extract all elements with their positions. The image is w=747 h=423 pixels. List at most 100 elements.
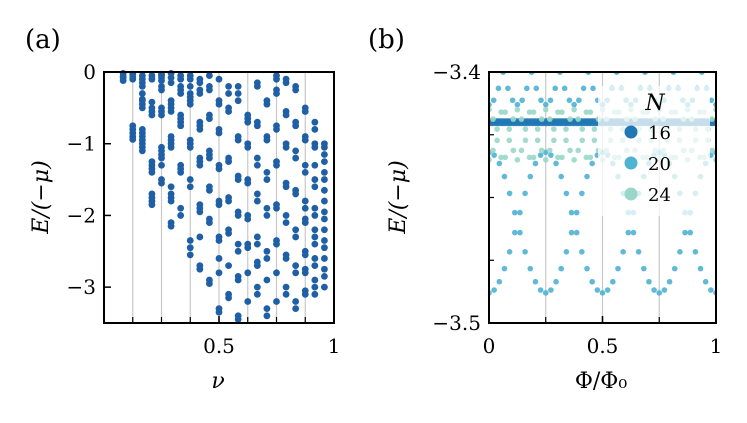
panel-b-data-point — [708, 287, 714, 293]
panel-b-data-point — [491, 287, 497, 293]
panel-b-data-point — [496, 53, 502, 59]
panel-a-data-point — [273, 204, 280, 212]
panel-a-data-point — [292, 269, 300, 277]
panel-a-data-point — [177, 169, 185, 176]
panel-a-data-point — [321, 186, 328, 194]
panel-b-data-point — [587, 109, 594, 115]
panel-a-data-point — [292, 226, 300, 234]
panel-a-data-point — [263, 305, 271, 313]
panel-b-data-point — [555, 109, 561, 115]
panel-a-xlabel: ν — [211, 369, 224, 394]
panel-b-data-point — [563, 248, 570, 255]
panel-b-data-point — [580, 85, 587, 92]
panel-a-data-point — [215, 129, 223, 137]
panel-b-data-point — [532, 160, 539, 167]
panel-a-data-point — [225, 82, 232, 90]
panel-b-data-point — [656, 290, 663, 296]
panel-b-data-point — [538, 116, 545, 122]
panel-b-data-point — [571, 37, 577, 43]
panel-a-data-point — [273, 269, 280, 277]
panel-a-data-point — [292, 190, 300, 198]
panel-a-data-point — [311, 290, 319, 298]
panel-a-data-point — [167, 183, 175, 191]
panel-b-data-point — [502, 109, 509, 115]
panel-b-data-point — [496, 160, 503, 167]
panel-b-data-point — [589, 160, 595, 167]
panel-b-data-point — [590, 85, 596, 92]
panel-b-data-point — [553, 278, 559, 285]
panel-a-data-point — [263, 247, 271, 255]
panel-b-data-point — [625, 229, 632, 236]
panel-b-legend-marker — [624, 156, 638, 170]
panel-a-xtick-label: 0.5 — [203, 334, 235, 358]
panel-a-data-point — [311, 118, 319, 126]
panel-b-data-point — [666, 278, 673, 285]
panel-a-data-point — [253, 190, 261, 198]
panel-a-ticks: 0.5 1 0 −1 −2 −3 — [67, 60, 341, 358]
panel-b-data-point — [522, 126, 529, 132]
panel-b-data-point — [538, 41, 544, 47]
panel-b-data-point — [591, 126, 598, 132]
panel-a-data-point — [263, 176, 271, 183]
panel-b-data-point — [548, 152, 554, 158]
panel-b-data-point — [542, 157, 549, 163]
panel-a-data-point — [244, 179, 252, 187]
panel-b-data-point — [604, 287, 611, 293]
panel-b-ticks: 0 0.5 1 −3.4 −3.5 — [432, 60, 722, 358]
panel-a-data-point — [244, 143, 252, 151]
panel-b-data-point — [566, 97, 573, 104]
panel-a-data-point — [234, 136, 242, 144]
panel-b-data-point — [638, 53, 644, 59]
panel-b-data-point — [533, 85, 540, 92]
panel-a-data-point — [186, 82, 194, 90]
panel-a-data-point — [148, 169, 156, 176]
panel-b-xtick-label: 1 — [710, 334, 723, 358]
panel-a-data-point — [301, 136, 309, 144]
panel-b-data-point — [501, 265, 508, 272]
panel-b-plot: 0 0.5 1 −3.4 −3.5 N 16 20 24 — [432, 37, 722, 358]
panel-a-data-point — [253, 283, 261, 291]
panel-a-data-point — [321, 226, 328, 234]
panel-b-data-point — [519, 97, 525, 104]
panel-a-data-point — [311, 161, 319, 169]
panel-a-data-point — [167, 74, 175, 82]
panel-b-data-point — [709, 147, 715, 154]
panel-b-data-point — [530, 154, 537, 161]
panel-a-data-point — [311, 262, 319, 270]
panel-a-data-point — [321, 176, 328, 183]
panel-a-data-point — [234, 240, 242, 248]
panel-a-data-point — [321, 208, 328, 216]
panel-b-legend-marker — [624, 125, 638, 139]
panel-b-data-point — [505, 85, 511, 92]
panel-a-data-point — [253, 161, 261, 169]
panel-b-data-point — [666, 53, 672, 59]
panel-a-data-point — [244, 215, 252, 223]
panel-b-data-point — [495, 85, 502, 92]
panel-a-data-point — [167, 222, 175, 230]
panel-b-data-point — [502, 154, 509, 161]
panel-a-data-point — [311, 255, 319, 262]
panel-a-data-point — [206, 154, 213, 162]
panel-a-data-point — [321, 237, 328, 244]
panel-b-data-point — [702, 278, 709, 285]
panel-b-data-point — [506, 126, 513, 132]
panel-a-data-point — [138, 90, 146, 97]
panel-b-data-point — [533, 53, 539, 59]
panel-b-legend-label: 16 — [648, 123, 671, 144]
panel-a-data-point — [311, 143, 319, 151]
panel-a-data-point — [282, 290, 290, 298]
panel-a-data-point — [311, 276, 319, 284]
panel-b-data-point — [537, 287, 544, 293]
panel-a-data-point — [206, 280, 213, 287]
panel-b-data-point — [561, 85, 568, 92]
panel-b-data-point — [623, 41, 629, 47]
panel-b-data-point — [571, 106, 577, 113]
panel-a-data-point — [321, 265, 328, 273]
panel-b-data-point — [552, 85, 559, 92]
panel-a-data-point — [206, 86, 213, 94]
panel-b-data-point — [589, 278, 595, 285]
panel-a-data-point — [215, 165, 223, 173]
panel-b-data-point — [506, 190, 513, 197]
panel-a-points — [119, 70, 328, 323]
panel-a-data-point — [282, 283, 290, 291]
